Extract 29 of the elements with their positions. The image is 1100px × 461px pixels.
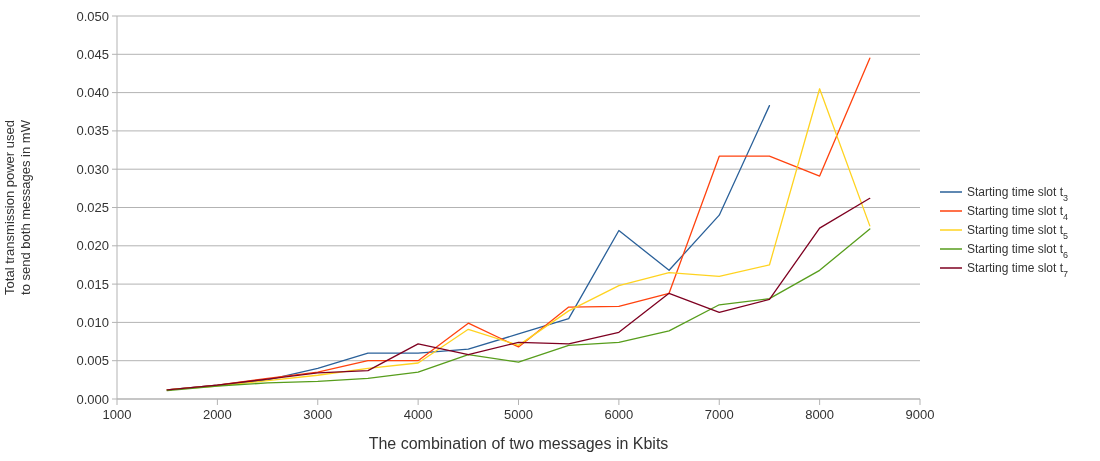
y-tick-label: 0.025 [76, 200, 109, 216]
y-tick-label: 0.015 [76, 276, 109, 292]
x-tick-label: 4000 [403, 407, 433, 422]
y-tick-label: 0.030 [76, 161, 109, 177]
legend-label: Starting time slot t$_{3}$ [967, 185, 1069, 204]
y-tick-label: 0.005 [76, 353, 109, 369]
legend-label: Starting time slot t$_{6}$ [967, 242, 1069, 261]
x-tick-label: 1000 [102, 407, 132, 422]
y-tick-label: 0.045 [76, 46, 109, 62]
x-axis-title: The combination of two messages in Kbits [368, 435, 669, 452]
y-tick-label: 0.050 [76, 8, 109, 24]
y-tick-label: 0.020 [76, 238, 109, 254]
x-tick-label: 3000 [303, 407, 333, 422]
y-tick-label: 0.040 [76, 85, 109, 101]
y-tick-label: 0.000 [76, 391, 109, 407]
x-tick-label: 9000 [905, 407, 935, 422]
line-series [166, 228, 871, 392]
legend-label: Starting time slot t$_{5}$ [967, 223, 1069, 242]
x-tick-label: 5000 [504, 407, 533, 422]
x-tick-label: 8000 [805, 407, 835, 422]
y-tick-label: 0.035 [76, 123, 109, 139]
legend-label: Starting time slot t$_{7}$ [967, 261, 1069, 280]
y-tick-label: 0.010 [76, 314, 109, 330]
y-axis-title: Total transmission power used to send both messages in mW [2, 119, 33, 295]
x-tick-label: 2000 [202, 407, 232, 422]
x-tick-label: 6000 [604, 407, 634, 422]
x-tick-label: 7000 [704, 407, 734, 422]
line-series [166, 197, 871, 391]
legend-label: Starting time slot t$_{4}$ [967, 204, 1069, 223]
